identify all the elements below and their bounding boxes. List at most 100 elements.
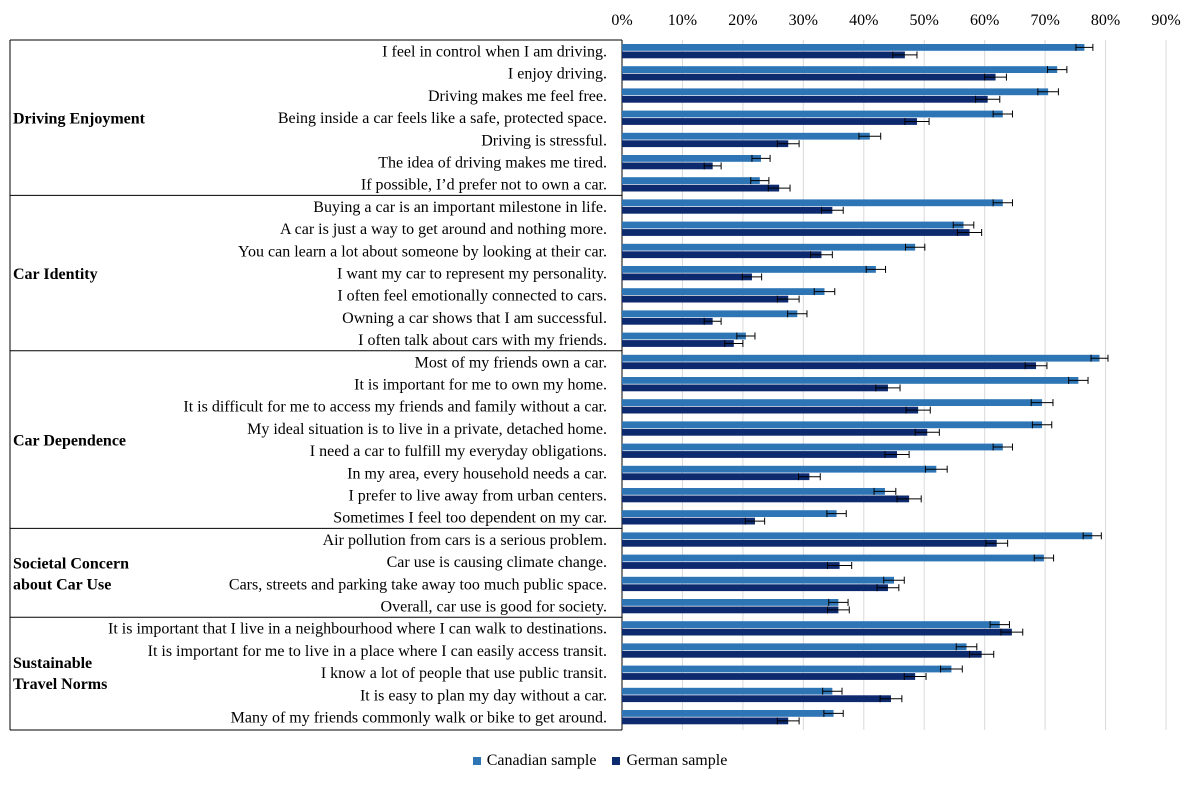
group-label: Sustainable xyxy=(13,655,92,672)
bar-german xyxy=(622,251,822,259)
bar-german xyxy=(622,273,752,281)
bar-canadian xyxy=(622,332,746,340)
bar-german xyxy=(622,362,1037,370)
bar-german xyxy=(622,428,928,436)
bar-german xyxy=(622,384,888,392)
legend-item-canadian: Canadian sample xyxy=(472,752,597,770)
category-label: My ideal situation is to live in a priva… xyxy=(247,421,607,438)
category-label: I prefer to live away from urban centers… xyxy=(348,488,607,505)
x-tick-label: 90% xyxy=(1151,12,1180,29)
bar-canadian xyxy=(622,243,916,251)
x-tick-label: 40% xyxy=(849,12,878,29)
category-label: If possible, I’d prefer not to own a car… xyxy=(361,177,607,194)
x-tick-label: 50% xyxy=(910,12,939,29)
category-label: Most of my friends own a car. xyxy=(415,354,607,371)
x-tick-label: 70% xyxy=(1030,12,1059,29)
bar-canadian xyxy=(622,599,839,606)
bar-german xyxy=(622,539,997,547)
bar-german xyxy=(622,584,888,592)
bar-german xyxy=(622,495,910,503)
bar-canadian xyxy=(622,177,760,184)
legend-swatch-german xyxy=(612,757,621,765)
bar-german xyxy=(622,406,919,414)
category-label: Owning a car shows that I am successful. xyxy=(342,310,607,327)
category-label: I know a lot of people that use public t… xyxy=(321,665,607,682)
bar-canadian xyxy=(622,465,937,473)
category-label: I enjoy driving. xyxy=(508,66,607,83)
legend: Canadian sample German sample xyxy=(0,752,1200,770)
bar-german xyxy=(622,206,833,214)
bar-canadian xyxy=(622,132,870,140)
bar-german xyxy=(622,695,891,703)
category-label: Driving is stressful. xyxy=(481,132,607,149)
bar-german xyxy=(622,140,789,148)
bar-canadian xyxy=(622,377,1079,384)
bar-german xyxy=(622,295,789,303)
group-label: Societal Concern xyxy=(13,555,129,572)
group-label: Car Dependence xyxy=(13,433,126,450)
bar-canadian xyxy=(622,687,833,695)
category-label: I want my car to represent my personalit… xyxy=(337,266,607,283)
bar-german xyxy=(622,606,839,614)
category-label: It is important for me to own my home. xyxy=(354,377,607,394)
category-label: Driving makes me feel free. xyxy=(428,88,607,105)
category-label: The idea of driving makes me tired. xyxy=(378,155,607,172)
bar-german xyxy=(622,118,917,125)
category-label: Air pollution from cars is a serious pro… xyxy=(323,532,607,549)
x-tick-label: 20% xyxy=(728,12,757,29)
bar-canadian xyxy=(622,399,1043,406)
category-label: You can learn a lot about someone by loo… xyxy=(238,243,607,260)
bar-german xyxy=(622,673,916,680)
bar-canadian xyxy=(622,621,1000,628)
category-label: It is important that I live in a neighbo… xyxy=(108,621,607,638)
group-label: Travel Norms xyxy=(13,676,107,693)
bar-german xyxy=(622,51,905,59)
bar-canadian xyxy=(622,199,1003,207)
bar-canadian xyxy=(622,88,1049,96)
category-label: A car is just a way to get around and no… xyxy=(280,221,607,238)
category-label: In my area, every household needs a car. xyxy=(347,465,607,482)
x-tick-label: 80% xyxy=(1091,12,1120,29)
bar-canadian xyxy=(622,643,967,651)
bar-canadian xyxy=(622,110,1003,118)
category-label: Overall, car use is good for society. xyxy=(381,599,607,616)
bar-german xyxy=(622,73,996,81)
bar-german xyxy=(622,451,898,458)
bar-german xyxy=(622,628,1012,636)
chart-plot: 0% 10% 20% 30% 40% 50% 60% 70% 80% 90% I feel in c… xyxy=(9,12,1181,731)
bar-canadian xyxy=(622,554,1044,562)
category-label: Sometimes I feel too dependent on my car… xyxy=(333,510,607,527)
category-label: I often talk about cars with my friends. xyxy=(358,332,607,349)
category-label: I need a car to fulfill my everyday obli… xyxy=(310,443,607,460)
bar-canadian xyxy=(622,221,964,229)
x-tick-label: 0% xyxy=(611,12,632,29)
group-label: about Car Use xyxy=(13,576,111,593)
category-label: Being inside a car feels like a safe, pr… xyxy=(278,110,607,127)
bar-canadian xyxy=(622,155,762,162)
x-tick-label: 30% xyxy=(789,12,818,29)
category-label: Cars, streets and parking take away too … xyxy=(229,576,607,593)
bar-german xyxy=(622,562,840,569)
bar-canadian xyxy=(622,488,885,495)
category-label: It is difficult for me to access my frie… xyxy=(183,399,607,416)
bar-german xyxy=(622,340,734,347)
bar-canadian xyxy=(622,310,798,318)
category-label: I feel in control when I am driving. xyxy=(382,44,607,61)
bar-german xyxy=(622,473,810,481)
legend-label-canadian: Canadian sample xyxy=(486,752,597,769)
bar-german xyxy=(622,162,713,170)
bar-german xyxy=(622,650,982,658)
bar-canadian xyxy=(622,443,1003,451)
bar-canadian xyxy=(622,710,834,717)
legend-swatch-canadian xyxy=(472,757,481,765)
category-label: I often feel emotionally connected to ca… xyxy=(337,288,607,305)
group-label: Car Identity xyxy=(13,266,98,283)
x-tick-label: 60% xyxy=(970,12,999,29)
bar-german xyxy=(622,229,970,236)
category-label: It is important for me to live in a plac… xyxy=(148,643,607,660)
bar-canadian xyxy=(622,354,1100,362)
bar-german xyxy=(622,717,789,725)
bar-canadian xyxy=(622,665,952,673)
bar-german xyxy=(622,517,755,525)
bar-german xyxy=(622,317,713,325)
